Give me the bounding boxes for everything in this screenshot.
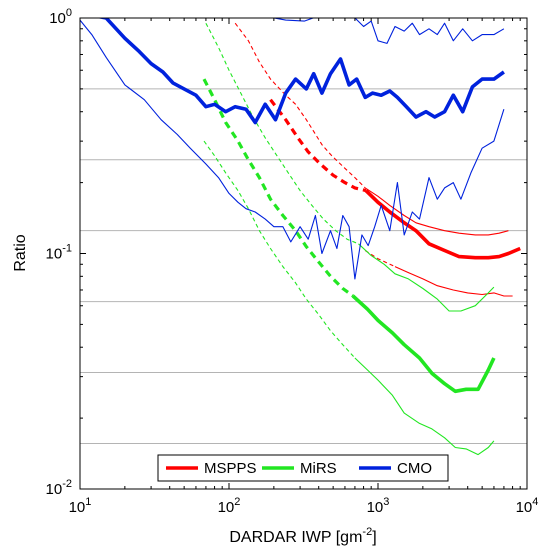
x-axis-label-unit-exponent: -2: [362, 526, 372, 538]
series-mspps: [234, 22, 521, 297]
series-line-mirs-thin: [354, 357, 495, 456]
series-line-mspps-thick: [364, 189, 521, 260]
axis-ticks: 101 102 103 104 10-2 10-1 100: [46, 7, 539, 516]
x-axis-label: DARDAR IWP [gm-2]: [229, 526, 376, 546]
series-line-mirs-thick-dashed: [202, 78, 354, 298]
series-line-cmo-thin: [271, 18, 505, 44]
series-line-cmo-thin: [80, 19, 505, 280]
series-line-mspps-thin-dashed: [364, 250, 396, 268]
x-tick-label: 103: [367, 496, 390, 516]
y-tick-label: 100: [49, 7, 72, 27]
y-tick-label: 10-2: [46, 478, 72, 498]
y-axis-label: Ratio: [12, 234, 29, 271]
series-line-mspps-thin: [394, 266, 513, 297]
x-tick-label: 101: [69, 496, 92, 516]
series-line-mirs-thin-dashed: [205, 22, 359, 245]
series-line-mspps-thin-dashed: [234, 22, 366, 189]
legend-label-mspps: MSPPS: [204, 460, 257, 477]
series-line-mirs-thick: [351, 294, 496, 394]
y-tick-label: 10-1: [46, 243, 72, 263]
legend-box: [157, 454, 449, 482]
legend-label-mirs: MiRS: [300, 460, 337, 477]
legend: MSPPS MiRS CMO: [157, 454, 449, 482]
series-line-cmo-thick: [96, 18, 505, 125]
x-tick-label: 102: [218, 496, 241, 516]
series-line-mspps-thin: [364, 187, 509, 236]
series-line-mirs-thin-dashed: [203, 140, 356, 359]
x-tick-label: 104: [516, 496, 539, 516]
x-axis-label-main: DARDAR IWP [gm: [229, 529, 362, 546]
plot-area: [80, 18, 521, 456]
gridlines: [80, 88, 527, 445]
series-line-mirs-thin: [358, 243, 495, 312]
x-axis-label-close: ]: [372, 529, 376, 546]
series-line-mspps-thick-dashed: [269, 98, 367, 193]
series-cmo: [80, 18, 505, 280]
series-mirs: [202, 22, 496, 456]
legend-label-cmo: CMO: [397, 460, 432, 477]
